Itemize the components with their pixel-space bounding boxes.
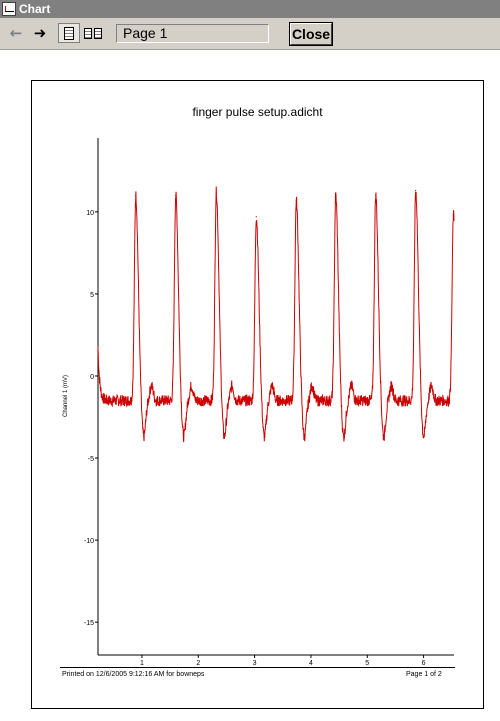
peak-point [175,194,177,197]
print-preview-page [31,80,484,709]
peak-point [135,194,137,197]
footer-printed-info: Printed on 12/6/2005 9:12:16 AM for bown… [62,671,205,678]
x-tick-label: 1 [140,660,144,667]
peak-point [452,214,455,216]
x-tick-label: 4 [309,660,313,667]
x-tick-label: 3 [253,660,257,667]
arrow-left-icon[interactable]: ← [5,23,27,43]
peak-point [415,189,417,192]
chart-app-icon [2,2,16,16]
arrow-right-icon[interactable]: ➜ [29,23,51,43]
window-title: Chart [19,2,51,16]
peak-point [335,194,337,197]
peak-point [255,216,257,218]
x-tick-label: 5 [365,660,369,667]
y-tick-label: -10 [84,538,94,545]
page-glyph-icon [84,27,92,39]
series-trace-line [97,186,455,443]
peak-point [215,191,217,193]
peak-point [295,199,297,201]
y-tick-label: 5 [90,292,94,299]
page-glyph-icon [94,27,102,39]
peak-point [375,194,377,197]
footer-divider [60,667,455,668]
footer-page-number: Page 1 of 2 [406,671,442,678]
toolbar: ← ➜ Page 1 Close [0,18,500,50]
two-page-view-icon[interactable] [82,23,104,43]
page-glyph-icon [64,26,74,40]
window-titlebar: Chart [0,0,500,18]
y-tick-label: 10 [86,210,94,217]
page-indicator-field: Page 1 [116,24,269,43]
close-button[interactable]: Close [289,22,333,46]
y-tick-label: -5 [88,456,94,463]
x-tick-label: 2 [196,660,200,667]
y-tick-label: 0 [90,374,94,381]
y-axis-label: Channel 1 (mV) [63,375,69,417]
chart-title: finger pulse setup.adicht [192,105,323,119]
y-tick-label: -15 [84,620,94,627]
x-tick-label: 6 [422,660,426,667]
single-page-view-icon[interactable] [58,23,80,43]
